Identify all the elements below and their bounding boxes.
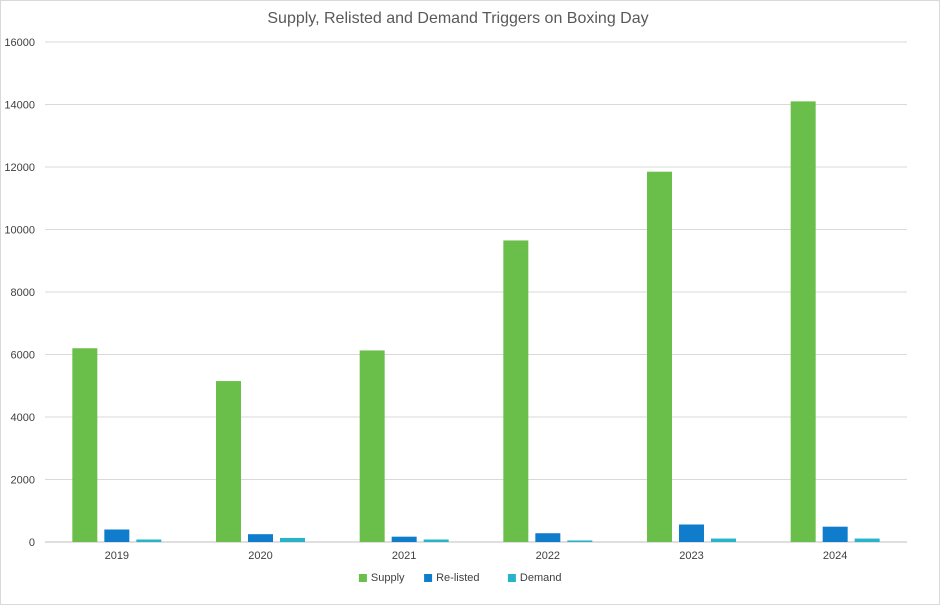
legend-item-demand: Demand: [507, 572, 562, 584]
y-tick-label: 16000: [4, 37, 35, 49]
legend-label: Demand: [520, 572, 562, 584]
y-tick-label: 8000: [11, 287, 35, 299]
legend: Supply Re-listed Demand: [358, 572, 562, 584]
bar-re-listed-2022: [535, 533, 561, 542]
y-tick-label: 6000: [11, 350, 35, 362]
x-tick-label: 2019: [105, 550, 129, 562]
x-tick-label: 2022: [536, 550, 560, 562]
legend-swatch: [358, 574, 367, 582]
bar-demand-2020: [280, 537, 305, 542]
bar-supply-2021: [359, 350, 385, 542]
bar-supply-2023: [647, 171, 672, 542]
legend-label: Re-listed: [436, 572, 479, 584]
chart-title: Supply, Relisted and Demand Triggers on …: [267, 10, 648, 27]
bar-re-listed-2021: [391, 536, 417, 542]
y-tick-label: 2000: [11, 475, 35, 487]
bar-re-listed-2019: [104, 529, 130, 542]
y-tick-label: 4000: [11, 412, 35, 424]
y-tick-label: 0: [29, 537, 35, 549]
bar-supply-2019: [72, 348, 98, 542]
gridlines: [45, 41, 907, 543]
x-tick-label: 2021: [392, 550, 416, 562]
bar-demand-2021: [423, 539, 449, 542]
bar-supply-2024: [790, 101, 816, 542]
bar-re-listed-2023: [679, 524, 704, 542]
bar-demand-2024: [854, 538, 880, 542]
bar-demand-2019: [136, 539, 162, 542]
bars: [72, 101, 880, 542]
y-tick-label: 14000: [4, 100, 35, 112]
bar-supply-2022: [503, 240, 529, 542]
x-tick-label: 2023: [679, 550, 703, 562]
legend-item-re-listed: Re-listed: [424, 572, 480, 584]
x-tick-label: 2020: [248, 550, 272, 562]
legend-swatch: [507, 574, 516, 582]
y-axis-ticks: 0 2000 4000 6000 8000 10000 12000 14000 16000: [4, 37, 35, 549]
bar-supply-2020: [216, 381, 241, 542]
legend-swatch: [424, 574, 433, 582]
x-axis-ticks: 2019 2020 2021 2022 2023 2024: [105, 550, 848, 562]
y-tick-label: 12000: [4, 162, 35, 174]
legend-label: Supply: [371, 572, 405, 584]
bar-demand-2023: [711, 538, 736, 542]
x-tick-label: 2024: [823, 550, 847, 562]
bar-re-listed-2024: [822, 526, 848, 542]
bar-re-listed-2020: [248, 534, 273, 542]
legend-item-supply: Supply: [358, 572, 405, 584]
bar-demand-2022: [567, 540, 593, 542]
y-tick-label: 10000: [4, 225, 35, 237]
